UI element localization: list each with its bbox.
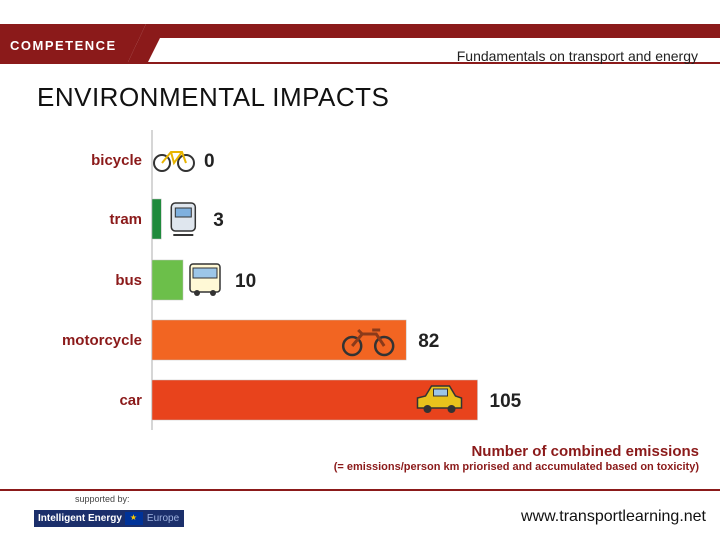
category-label: bus <box>115 272 142 289</box>
bicycle-wheel <box>177 154 195 172</box>
motorcycle-frame <box>351 328 386 347</box>
header-tagline: Fundamentals on transport and energy <box>456 48 698 64</box>
bus-wheel <box>210 290 216 296</box>
x-axis-label-note: (= emissions/person km priorised and acc… <box>334 461 700 473</box>
car-window <box>433 388 448 397</box>
car-wheel <box>423 405 432 413</box>
website-link[interactable]: www.transportlearning.net <box>521 508 706 525</box>
eu-flag-icon <box>124 512 143 525</box>
bars-group: bicycle 0 tram 3 bus 10 motorcycle 82 car 105 <box>62 151 522 421</box>
category-label: car <box>119 392 142 409</box>
x-axis-label: Number of combined emissions <box>471 443 699 460</box>
motorcycle-wheel <box>373 335 395 357</box>
intelligent-energy-logo: Intelligent Energy Europe <box>34 510 184 527</box>
value-label: 82 <box>418 331 439 352</box>
tram-window <box>174 207 192 218</box>
motorcycle-icon <box>341 328 395 357</box>
value-label: 10 <box>235 271 256 292</box>
value-label: 3 <box>213 210 224 231</box>
brand-band <box>0 24 146 62</box>
value-label: 0 <box>204 151 215 172</box>
bus-wheel <box>194 290 200 296</box>
footer-divider <box>0 489 720 491</box>
value-label: 105 <box>490 391 522 412</box>
category-label: tram <box>109 211 142 228</box>
tram-icon <box>170 202 197 236</box>
bus-window <box>192 267 218 279</box>
car-icon <box>416 385 463 413</box>
category-label: motorcycle <box>62 332 142 349</box>
bus-icon <box>189 263 221 296</box>
bicycle-icon <box>153 151 195 172</box>
header-stripe <box>128 24 720 62</box>
car-body <box>416 385 463 409</box>
bar <box>151 379 478 421</box>
bicycle-frame <box>161 151 187 166</box>
logo-text: Intelligent Energy <box>38 513 122 524</box>
brand-logo: COMPETENCE <box>10 38 117 53</box>
bar <box>151 259 184 301</box>
header-bar: COMPETENCE <box>0 24 720 64</box>
supported-by-label: supported by: <box>75 494 130 504</box>
bar <box>151 319 407 361</box>
bicycle-wheel <box>153 154 171 172</box>
car-wheel <box>447 405 456 413</box>
logo-europe: Europe <box>146 513 180 524</box>
header-underline <box>0 62 720 64</box>
bar <box>151 198 162 240</box>
motorcycle-wheel <box>341 335 363 357</box>
category-label: bicycle <box>91 152 142 169</box>
slide-title: ENVIRONMENTAL IMPACTS <box>37 82 390 112</box>
